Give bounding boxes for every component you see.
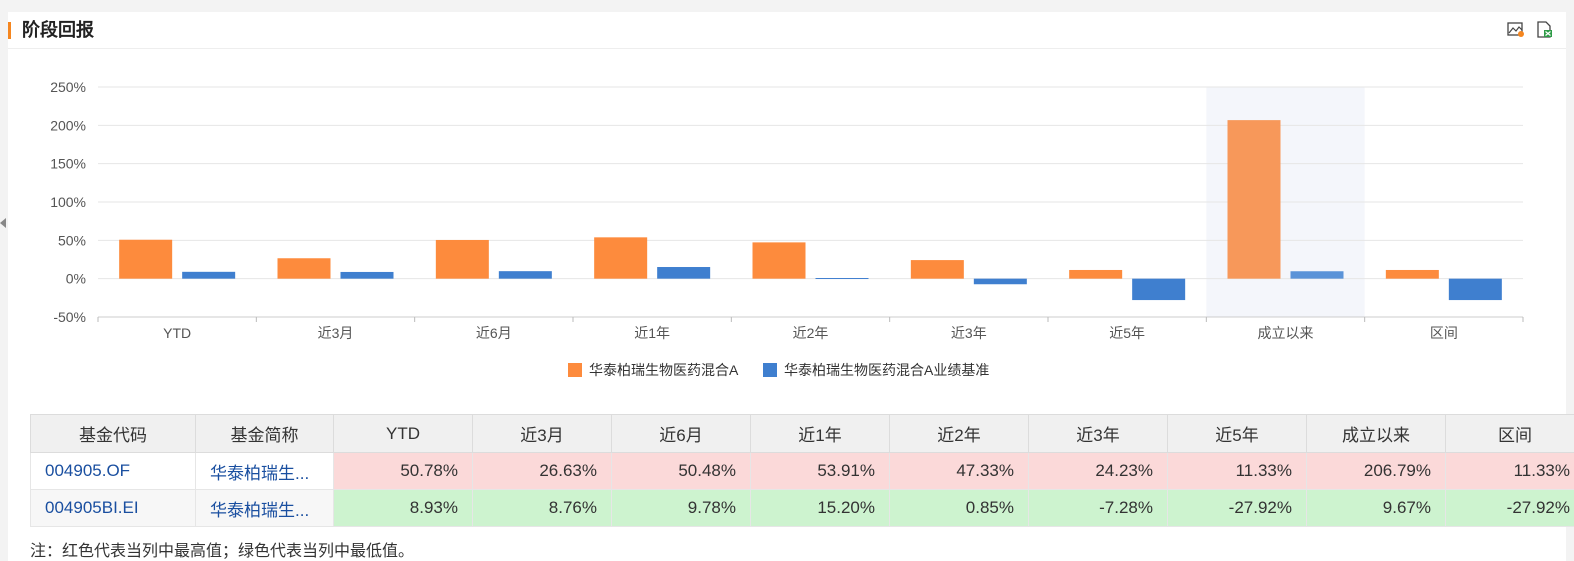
fund-code-link[interactable]: 004905.OF [30,452,196,490]
return-cell: 47.33% [889,452,1029,490]
performance-table: 基金代码 基金简称 YTD 近3月 近6月 近1年 近2年 近3年 近5年 成立以来 区间 0049… [30,414,1574,527]
table-header-row: 基金代码 基金简称 YTD 近3月 近6月 近1年 近2年 近3年 近5年 成立以来 区间 [30,414,1574,453]
return-cell: 11.33% [1167,452,1307,490]
legend-swatch[interactable] [763,363,777,377]
column-header: 近3年 [1028,414,1168,453]
column-header: 区间 [1445,414,1574,453]
column-header: 成立以来 [1306,414,1446,453]
return-cell: -27.92% [1445,489,1574,527]
x-tick-label: 近3年 [951,325,987,341]
x-tick-label: 成立以来 [1258,325,1314,341]
bar[interactable] [1069,269,1123,279]
x-tick-label: 近2年 [793,325,829,341]
bar[interactable] [752,242,806,279]
column-header: 基金简称 [195,414,334,453]
y-tick-label: 100% [50,194,86,210]
x-tick-label: YTD [163,325,191,341]
excel-export-icon[interactable] [1535,21,1553,38]
bar[interactable] [910,260,964,279]
table-row: 004905.OF 华泰柏瑞生... 50.78% 26.63% 50.48% 53.91… [30,452,1574,490]
title-accent-bar [8,22,11,39]
return-cell: 11.33% [1445,452,1574,490]
panel-header: 阶段回报 [8,12,1566,49]
y-tick-label: 0% [66,271,86,287]
x-tick-label: 近1年 [634,325,670,341]
return-cell: -7.28% [1028,489,1168,527]
column-header: 近3月 [472,414,612,453]
bar[interactable] [1448,278,1502,301]
x-tick-label: 区间 [1430,325,1458,341]
return-cell: -27.92% [1167,489,1307,527]
bar[interactable] [657,267,711,279]
return-cell: 26.63% [472,452,612,490]
return-cell: 24.23% [1028,452,1168,490]
bar[interactable] [340,271,394,279]
image-export-icon[interactable] [1507,21,1525,38]
stage-return-chart: 250% 200% 150% 100% 50% 0% -50% YTD 近3月 近6月 近1年 近2年… [50,79,1524,378]
bar[interactable] [119,239,173,279]
bar[interactable] [594,237,648,279]
y-tick-label: 50% [58,232,86,248]
return-cell: 9.67% [1306,489,1446,527]
color-legend-note: 注：红色代表当列中最高值；绿色代表当列中最低值。 [30,543,415,560]
bar[interactable] [1385,269,1439,279]
table-row: 004905BI.EI 华泰柏瑞生... 8.93% 8.76% 9.78% 15.20%… [30,489,1574,527]
bar[interactable] [815,278,869,280]
bar[interactable] [277,258,331,279]
return-cell: 53.91% [750,452,890,490]
collapse-arrow-icon[interactable] [0,218,6,228]
y-tick-label: 200% [50,117,86,133]
y-tick-label: 250% [50,79,86,95]
legend-swatch[interactable] [568,363,582,377]
column-header: 基金代码 [30,414,196,453]
return-cell: 50.48% [611,452,751,490]
fund-name-link[interactable]: 华泰柏瑞生... [195,452,334,490]
bar[interactable] [1227,120,1281,279]
x-tick-label: 近3月 [318,325,354,341]
column-header: 近1年 [750,414,890,453]
y-tick-label: 150% [50,156,86,172]
stage-return-panel: 阶段回报 250% 200% 150% 100% 50% 0% -50% YTD 近3月 近6月近… [8,12,1574,561]
return-cell: 15.20% [750,489,890,527]
y-tick-label: -50% [53,309,86,325]
return-cell: 206.79% [1306,452,1446,490]
fund-code-link[interactable]: 004905BI.EI [30,489,196,527]
legend-label[interactable]: 华泰柏瑞生物医药混合A业绩基准 [784,362,989,378]
return-cell: 8.76% [472,489,612,527]
column-header: YTD [333,414,473,453]
return-cell: 0.85% [889,489,1029,527]
column-header: 近2年 [889,414,1029,453]
bar[interactable] [435,239,489,279]
bar[interactable] [973,278,1027,285]
return-cell: 50.78% [333,452,473,490]
column-header: 近5年 [1167,414,1307,453]
bar[interactable] [1132,278,1186,301]
bar[interactable] [182,271,236,279]
return-cell: 9.78% [611,489,751,527]
bar[interactable] [1290,271,1344,279]
fund-name-link[interactable]: 华泰柏瑞生... [195,489,334,527]
x-tick-label: 近6月 [476,325,512,341]
panel-title: 阶段回报 [22,20,94,40]
bar[interactable] [498,271,552,279]
legend-label[interactable]: 华泰柏瑞生物医药混合A [589,362,739,378]
column-header: 近6月 [611,414,751,453]
x-tick-label: 近5年 [1109,325,1145,341]
return-cell: 8.93% [333,489,473,527]
